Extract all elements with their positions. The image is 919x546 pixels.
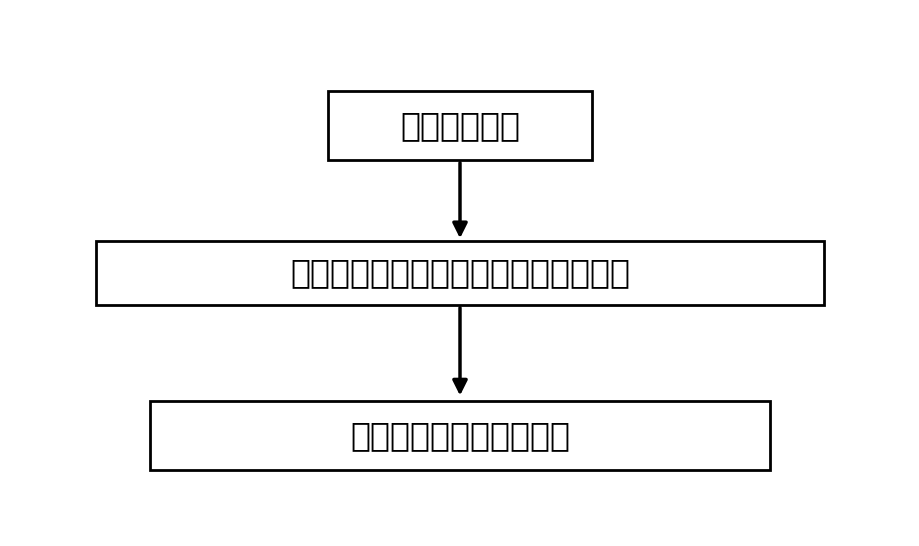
FancyBboxPatch shape [150, 401, 770, 470]
Text: 进行互感器实际接线操作: 进行互感器实际接线操作 [349, 419, 570, 452]
Text: 理论集训学习: 理论集训学习 [400, 109, 519, 142]
FancyBboxPatch shape [96, 241, 823, 305]
Text: 在三维仿真环境下进行互感器检定培训: 在三维仿真环境下进行互感器检定培训 [289, 257, 630, 289]
FancyBboxPatch shape [327, 91, 592, 160]
